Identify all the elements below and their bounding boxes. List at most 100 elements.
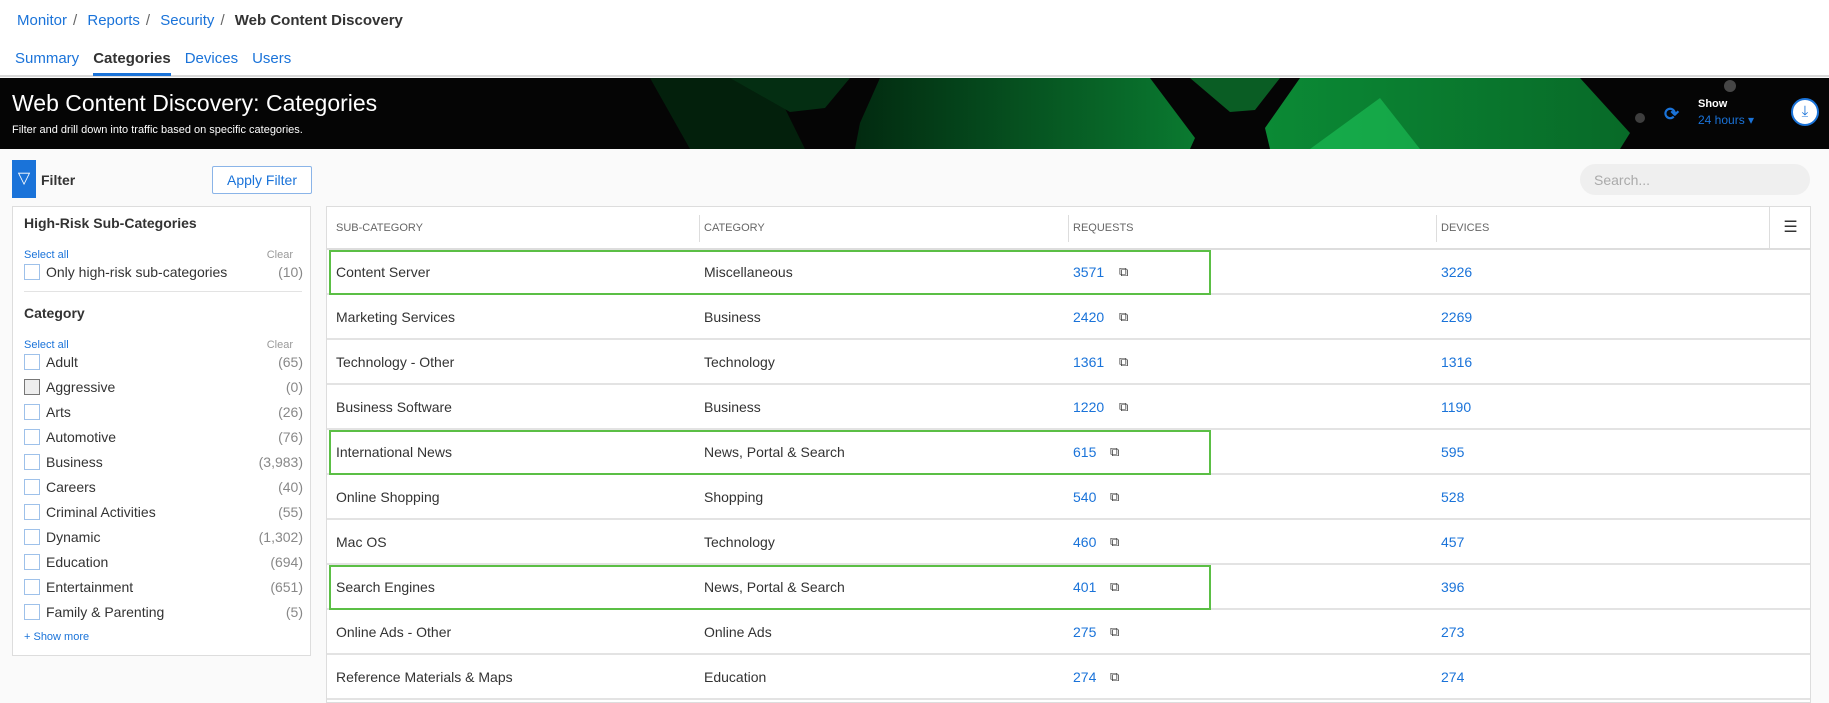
- category-option[interactable]: Entertainment (651): [24, 577, 303, 597]
- requests-link[interactable]: 275: [1073, 624, 1097, 640]
- search-input[interactable]: [1580, 164, 1810, 195]
- external-link-icon[interactable]: ⧉: [1110, 669, 1120, 684]
- requests-link[interactable]: 401: [1073, 579, 1097, 595]
- category-cell: Education: [704, 669, 767, 685]
- option-count: (3,983): [258, 454, 303, 470]
- category-option[interactable]: Dynamic (1,302): [24, 527, 303, 547]
- checkbox[interactable]: [24, 379, 40, 395]
- external-link-icon[interactable]: ⧉: [1119, 354, 1129, 369]
- checkbox[interactable]: [24, 454, 40, 470]
- devices-link[interactable]: 457: [1441, 534, 1465, 550]
- category-cell: Business: [704, 309, 761, 325]
- time-range-dropdown[interactable]: 24 hours ▾: [1698, 113, 1754, 127]
- category-select-all[interactable]: Select all: [24, 339, 69, 351]
- tab-users[interactable]: Users: [252, 50, 292, 67]
- external-link-icon[interactable]: ⧉: [1110, 624, 1120, 639]
- external-link-icon[interactable]: ⧉: [1110, 579, 1120, 594]
- external-link-icon[interactable]: ⧉: [1119, 309, 1129, 324]
- devices-link[interactable]: 2269: [1441, 309, 1473, 325]
- devices-link[interactable]: 273: [1441, 624, 1465, 640]
- category-cell: News, Portal & Search: [704, 444, 845, 460]
- devices-link[interactable]: 1190: [1441, 399, 1472, 415]
- table-row: Business Software Business 1220 ⧉ 1190: [327, 385, 1810, 430]
- requests-link[interactable]: 1361: [1073, 354, 1105, 370]
- page-banner: Web Content Discovery: Categories Filter…: [0, 78, 1829, 149]
- checkbox[interactable]: [24, 604, 40, 620]
- checkbox[interactable]: [24, 504, 40, 520]
- col-sub-category[interactable]: SUB-CATEGORY: [336, 222, 423, 234]
- requests-link[interactable]: 540: [1073, 489, 1097, 505]
- devices-link[interactable]: 1316: [1441, 354, 1473, 370]
- sub-category-cell: Mac OS: [336, 534, 387, 550]
- category-option[interactable]: Business (3,983): [24, 452, 303, 472]
- col-category[interactable]: CATEGORY: [704, 222, 765, 234]
- sub-category-cell: Content Server: [336, 264, 431, 280]
- checkbox[interactable]: [24, 429, 40, 445]
- requests-link[interactable]: 615: [1073, 444, 1097, 460]
- category-clear[interactable]: Clear: [266, 339, 293, 351]
- category-option[interactable]: Careers (40): [24, 477, 303, 497]
- checkbox[interactable]: [24, 554, 40, 570]
- option-count: (10): [278, 264, 303, 280]
- devices-link[interactable]: 595: [1441, 444, 1465, 460]
- requests-link[interactable]: 1220: [1073, 399, 1105, 415]
- devices-link[interactable]: 3226: [1441, 264, 1473, 280]
- devices-link[interactable]: 528: [1441, 489, 1465, 505]
- tab-categories[interactable]: Categories: [93, 50, 171, 76]
- banner-subtitle: Filter and drill down into traffic based…: [12, 124, 303, 136]
- sub-category-cell: Marketing Services: [336, 309, 456, 325]
- devices-link[interactable]: 396: [1441, 579, 1465, 595]
- category-option[interactable]: Aggressive (0): [24, 377, 303, 397]
- requests-link[interactable]: 274: [1073, 669, 1097, 685]
- checkbox[interactable]: [24, 404, 40, 420]
- category-option[interactable]: Adult (65): [24, 352, 303, 372]
- category-option[interactable]: Automotive (76): [24, 427, 303, 447]
- external-link-icon[interactable]: ⧉: [1119, 399, 1129, 414]
- external-link-icon[interactable]: ⧉: [1110, 489, 1120, 504]
- category-option[interactable]: Arts (26): [24, 402, 303, 422]
- column-menu-icon[interactable]: ☰: [1769, 207, 1810, 250]
- high-risk-select-all[interactable]: Select all: [24, 249, 69, 261]
- tab-summary[interactable]: Summary: [15, 50, 80, 67]
- col-requests[interactable]: REQUESTS: [1073, 222, 1134, 234]
- requests-link[interactable]: 3571: [1073, 264, 1105, 280]
- col-devices[interactable]: DEVICES: [1441, 222, 1490, 234]
- high-risk-clear[interactable]: Clear: [266, 249, 293, 261]
- sub-category-cell: International News: [336, 444, 452, 460]
- apply-filter-button[interactable]: Apply Filter: [212, 166, 312, 194]
- category-option[interactable]: Criminal Activities (55): [24, 502, 303, 522]
- breadcrumb-monitor[interactable]: Monitor: [17, 12, 68, 29]
- filter-icon[interactable]: ▽: [12, 160, 36, 198]
- requests-link[interactable]: 460: [1073, 534, 1097, 550]
- checkbox[interactable]: [24, 354, 40, 370]
- option-count: (5): [285, 604, 303, 620]
- category-option[interactable]: Education (694): [24, 552, 303, 572]
- option-count: (1,302): [258, 529, 303, 545]
- option-label: Education: [46, 554, 109, 570]
- sub-category-cell: Online Shopping: [336, 489, 440, 505]
- show-more-link[interactable]: + Show more: [24, 631, 90, 643]
- divider: [24, 291, 302, 292]
- external-link-icon[interactable]: ⧉: [1110, 534, 1120, 549]
- checkbox[interactable]: [24, 529, 40, 545]
- breadcrumb-security[interactable]: Security: [160, 12, 215, 29]
- sub-category-cell: Online Ads - Other: [336, 624, 452, 640]
- option-label: Criminal Activities: [46, 504, 156, 520]
- external-link-icon[interactable]: ⧉: [1119, 264, 1129, 279]
- tab-devices[interactable]: Devices: [184, 50, 239, 67]
- checkbox[interactable]: [24, 264, 40, 280]
- requests-link[interactable]: 2420: [1073, 309, 1105, 325]
- external-link-icon[interactable]: ⧉: [1110, 444, 1120, 459]
- high-risk-option[interactable]: Only high-risk sub-categories (10): [24, 262, 303, 282]
- breadcrumb-current: Web Content Discovery: [234, 12, 403, 29]
- option-count: (55): [278, 504, 303, 520]
- devices-link[interactable]: 274: [1441, 669, 1465, 685]
- option-label: Arts: [46, 404, 71, 420]
- checkbox[interactable]: [24, 579, 40, 595]
- breadcrumb-reports[interactable]: Reports: [87, 12, 140, 29]
- refresh-icon[interactable]: ⟳: [1664, 104, 1680, 124]
- sub-category-cell: Business Software: [336, 399, 452, 415]
- download-icon[interactable]: ⤓: [1791, 98, 1819, 126]
- category-option[interactable]: Family & Parenting (5): [24, 602, 303, 622]
- checkbox[interactable]: [24, 479, 40, 495]
